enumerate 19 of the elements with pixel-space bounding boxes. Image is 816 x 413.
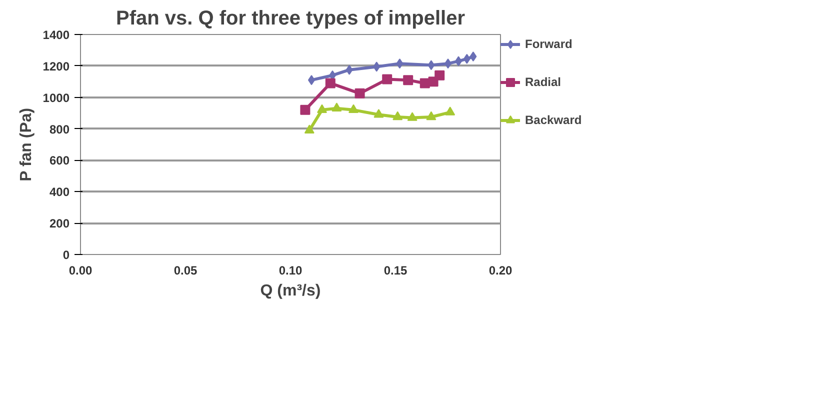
x-tick-label: 0.15 <box>384 264 408 278</box>
y-axis-title: P fan (Pa) <box>18 108 35 182</box>
y-tick-label: 400 <box>49 185 70 200</box>
x-tick-label: 0.05 <box>174 264 198 278</box>
y-tick-label: 200 <box>49 216 70 231</box>
x-tick-label: 0.00 <box>68 264 93 278</box>
legend-label: Radial <box>525 75 562 89</box>
x-tick-label: 0.10 <box>278 264 303 278</box>
y-tick-label: 1000 <box>42 90 70 105</box>
legend-label: Forward <box>525 37 574 51</box>
y-tick-label: 800 <box>49 122 70 136</box>
chart-title: Pfan vs. Q for three types of impeller <box>116 8 466 30</box>
x-tick-label: 0.20 <box>488 264 513 278</box>
x-axis-title: Q (m³/s) <box>260 282 321 300</box>
y-tick-label: 1200 <box>42 59 70 74</box>
y-tick-label: 0 <box>62 248 70 262</box>
legend-label: Backward <box>525 113 583 127</box>
y-tick-label: 1400 <box>42 28 70 42</box>
y-tick-label: 600 <box>49 154 70 168</box>
